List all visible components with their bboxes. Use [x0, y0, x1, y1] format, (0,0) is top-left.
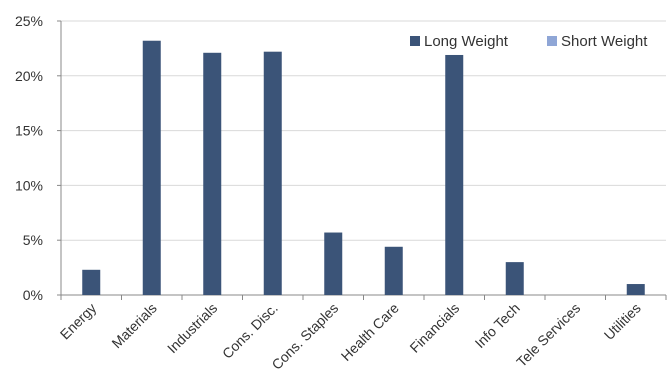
x-tick-label: Health Care [338, 300, 402, 364]
bar-long-weight [626, 284, 645, 295]
bar-long-weight [263, 51, 282, 295]
gridlines [61, 20, 666, 241]
bar-long-weight [384, 246, 403, 295]
x-tick-label: Industrials [164, 300, 220, 356]
y-tick-label: 10% [15, 177, 43, 193]
x-tick-label: Energy [57, 300, 100, 343]
y-tick-label: 20% [15, 68, 43, 84]
x-tick-label: Info Tech [472, 300, 523, 351]
legend-label: Short Weight [561, 33, 648, 50]
bars [82, 40, 645, 296]
bar-long-weight [203, 52, 222, 296]
x-tick-label: Materials [108, 300, 159, 351]
y-tick-label: 0% [23, 287, 43, 303]
y-tick-label: 25% [15, 13, 43, 29]
legend-swatch [410, 36, 420, 46]
legend-swatch [547, 36, 557, 46]
x-tick-label: Financials [406, 300, 462, 356]
x-tick-label: Utilities [601, 300, 644, 343]
legend-label: Long Weight [424, 33, 509, 50]
axes [57, 20, 667, 300]
y-tick-label: 5% [23, 232, 43, 248]
legend: Long Weight Short Weight [410, 33, 648, 50]
x-tick-label: Cons. Disc. [219, 300, 281, 362]
bar-long-weight [445, 54, 464, 296]
legend-item: Short Weight [547, 33, 648, 50]
bar-long-weight [505, 262, 524, 295]
y-tick-label: 15% [15, 123, 43, 139]
y-tick-labels: 0% 5% 10% 15% 20% 25% [15, 13, 43, 303]
bar-long-weight [324, 232, 343, 295]
x-tick-label: Tele Services [513, 300, 583, 370]
bar-long-weight [82, 269, 101, 295]
legend-item: Long Weight [410, 33, 509, 50]
bar-long-weight [142, 40, 161, 296]
